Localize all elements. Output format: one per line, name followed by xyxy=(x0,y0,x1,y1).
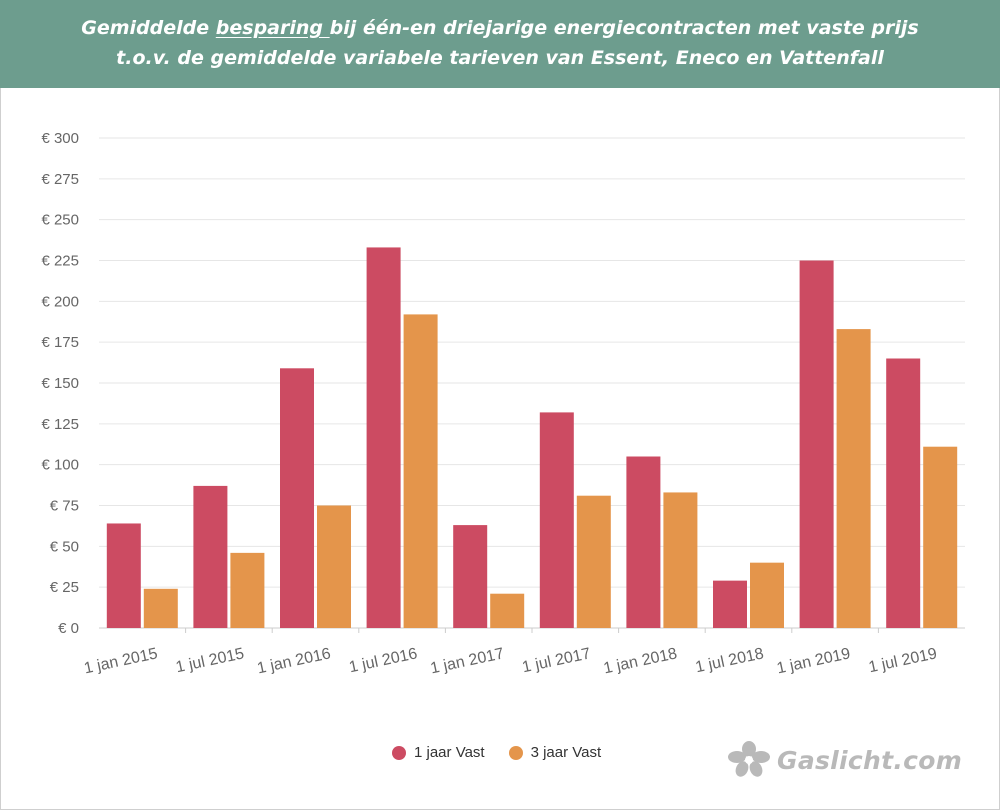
bar-3-jaar xyxy=(836,329,871,628)
bar-1-jaar xyxy=(280,368,314,628)
x-tick-label: 1 jan 2017 xyxy=(429,645,506,677)
bar-3-jaar xyxy=(490,593,525,628)
bar-chart: € 0 € 25 € 50 € 75 € 100 € 125 € 150 € 175 € 200… xyxy=(41,130,965,677)
bar-3-jaar xyxy=(576,495,611,628)
bar-1-jaar xyxy=(106,523,141,628)
chart-header: Gemiddelde besparing bij één-en driejari… xyxy=(0,0,1000,88)
y-tick-label: € 250 xyxy=(41,212,79,229)
gaslicht-logo: Gaslicht.com xyxy=(727,740,962,780)
bar-3-jaar xyxy=(403,314,438,628)
bar-3-jaar xyxy=(230,552,265,628)
bar-1-jaar xyxy=(886,358,921,628)
title-line-1: Gemiddelde besparing bij één-en driejari… xyxy=(0,13,1000,43)
y-tick-label: € 0 xyxy=(58,620,79,637)
logo-text: Gaslicht.com xyxy=(777,745,963,775)
x-tick-label: 1 jul 2018 xyxy=(694,645,766,676)
y-tick-label: € 300 xyxy=(41,130,79,147)
y-tick-label: € 75 xyxy=(50,498,79,515)
legend-swatch-3-jaar xyxy=(508,745,523,760)
y-tick-label: € 175 xyxy=(41,334,79,351)
bar-3-jaar xyxy=(317,505,351,628)
legend: 1 jaar Vast 3 jaar Vast xyxy=(392,744,601,761)
bar-1-jaar xyxy=(366,247,401,628)
y-tick-label: € 200 xyxy=(41,293,79,310)
x-tick-label: 1 jan 2018 xyxy=(602,645,679,677)
x-tick-label: 1 jul 2019 xyxy=(867,645,939,676)
bar-1-jaar xyxy=(453,525,488,628)
title-line-2: t.o.v. de gemiddelde variabele tarieven … xyxy=(116,47,884,69)
y-tick-label: € 100 xyxy=(41,457,79,474)
bar-1-jaar xyxy=(626,456,661,628)
title-text-post: bij één-en driejarige energiecontracten … xyxy=(329,17,919,39)
x-tick-label: 1 jul 2017 xyxy=(521,645,593,676)
bar-3-jaar xyxy=(143,588,178,628)
x-tick-label: 1 jan 2016 xyxy=(256,645,333,677)
bar-1-jaar xyxy=(539,412,574,628)
x-tick-label: 1 jul 2015 xyxy=(174,645,246,676)
legend-label-1-jaar: 1 jaar Vast xyxy=(414,744,485,761)
bar-3-jaar xyxy=(923,446,958,628)
bar-1-jaar xyxy=(193,485,228,628)
y-tick-label: € 225 xyxy=(41,253,79,270)
y-tick-label: € 275 xyxy=(41,171,79,188)
y-tick-label: € 50 xyxy=(50,538,79,555)
title-underlined-word: besparing xyxy=(215,17,330,39)
legend-item-3-jaar[interactable]: 3 jaar Vast xyxy=(508,744,602,761)
y-tick-label: € 25 xyxy=(50,579,79,596)
x-tick-label: 1 jul 2016 xyxy=(348,645,420,676)
legend-label-3-jaar: 3 jaar Vast xyxy=(530,744,602,761)
y-tick-label: € 150 xyxy=(41,375,79,392)
legend-item-1-jaar[interactable]: 1 jaar Vast xyxy=(392,744,485,761)
x-tick-label: 1 jan 2015 xyxy=(82,645,159,677)
y-tick-label: € 125 xyxy=(41,416,79,433)
bar-3-jaar xyxy=(663,492,698,628)
bar-1-jaar xyxy=(799,260,834,628)
x-tick-label: 1 jan 2019 xyxy=(775,645,852,677)
flower-logo-icon xyxy=(728,741,770,777)
legend-swatch-1-jaar xyxy=(392,745,406,760)
bar-1-jaar xyxy=(713,580,747,628)
bar-3-jaar xyxy=(750,562,784,628)
title-text-pre: Gemiddelde xyxy=(81,17,216,39)
